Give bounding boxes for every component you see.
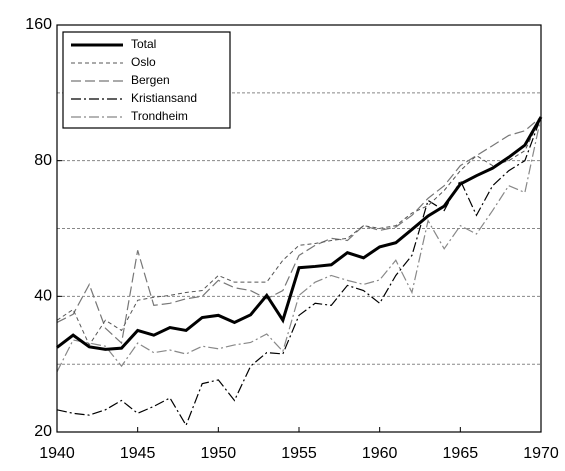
x-tick-label: 1970 — [523, 445, 559, 462]
legend-label: Kristiansand — [131, 91, 197, 105]
x-tick-label: 1945 — [120, 445, 156, 462]
legend-label: Oslo — [131, 55, 156, 69]
y-tick-label: 20 — [34, 423, 52, 440]
line-series — [56, 116, 542, 427]
y-tick-label: 160 — [25, 16, 52, 33]
legend-label: Total — [131, 37, 156, 51]
y-tick-label: 40 — [34, 288, 52, 305]
line-series — [56, 116, 542, 345]
line-series — [56, 116, 542, 373]
x-tick-label: 1955 — [281, 445, 317, 462]
line-series — [56, 116, 543, 351]
plot-frame — [56, 24, 542, 433]
x-tick-label: 1965 — [443, 445, 479, 462]
x-tick-label: 1940 — [39, 445, 75, 462]
legend-box — [62, 31, 231, 129]
y-tick-label: 80 — [34, 152, 52, 169]
x-tick-label: 1950 — [201, 445, 237, 462]
x-tick-label: 1960 — [362, 445, 398, 462]
legend-label: Bergen — [131, 73, 170, 87]
line-series — [56, 116, 542, 346]
legend-label: Trondheim — [131, 109, 188, 123]
